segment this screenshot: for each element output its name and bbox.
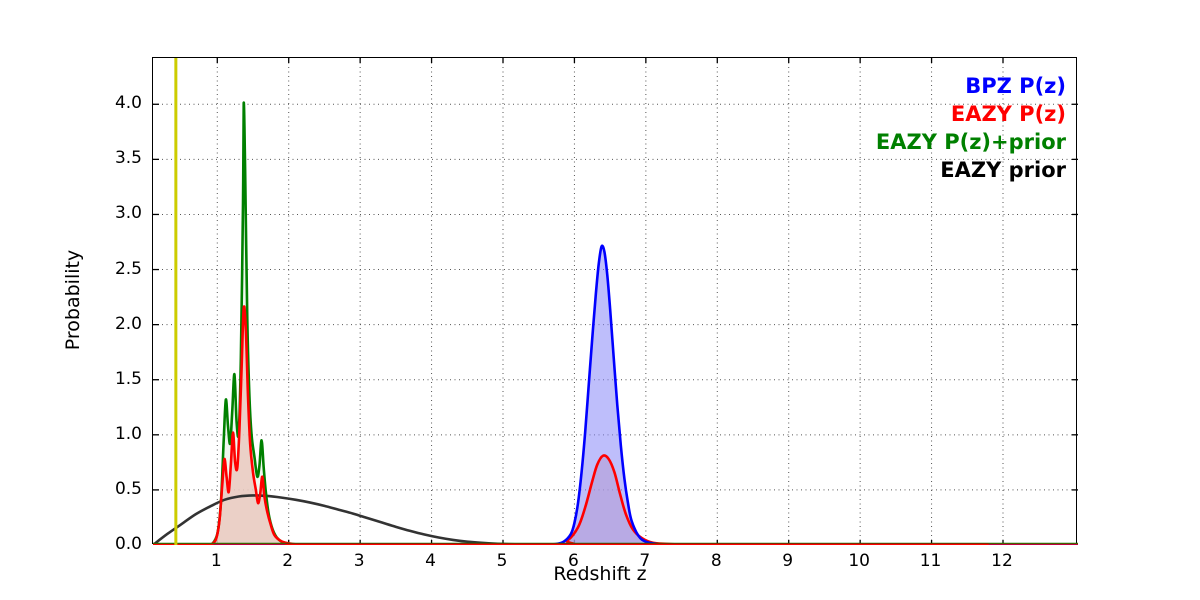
x-tick-label: 5 — [496, 551, 508, 571]
x-tick-label: 2 — [282, 551, 294, 571]
x-tick-label: 10 — [848, 551, 870, 571]
x-tick-label: 7 — [639, 551, 651, 571]
y-tick-label: 1.0 — [114, 423, 142, 444]
y-tick-label: 2.0 — [114, 313, 142, 334]
y-tick-label: 0.5 — [114, 478, 142, 499]
y-tick-label: 3.0 — [114, 203, 142, 224]
x-tick-label: 1 — [210, 551, 222, 571]
y-tick-label: 2.5 — [114, 258, 142, 279]
x-tick-label: 3 — [353, 551, 365, 571]
x-tick-label: 9 — [782, 551, 794, 571]
y-tick-label: 4.0 — [114, 93, 142, 114]
y-tick-label: 0.0 — [114, 534, 142, 554]
x-axis-label: Redshift z — [553, 563, 647, 585]
y-tick-label: 1.5 — [114, 368, 142, 389]
x-tick-label: 4 — [425, 551, 436, 571]
y-axis-label: Probability — [62, 249, 84, 351]
x-tick-label: 8 — [710, 551, 722, 571]
x-tick-label: 12 — [991, 551, 1013, 571]
plot-area — [152, 57, 1078, 545]
x-tick-label: 11 — [919, 551, 942, 571]
y-tick-label: 3.5 — [114, 148, 142, 169]
x-tick-label: 6 — [568, 551, 579, 571]
plot-svg — [153, 58, 1078, 545]
